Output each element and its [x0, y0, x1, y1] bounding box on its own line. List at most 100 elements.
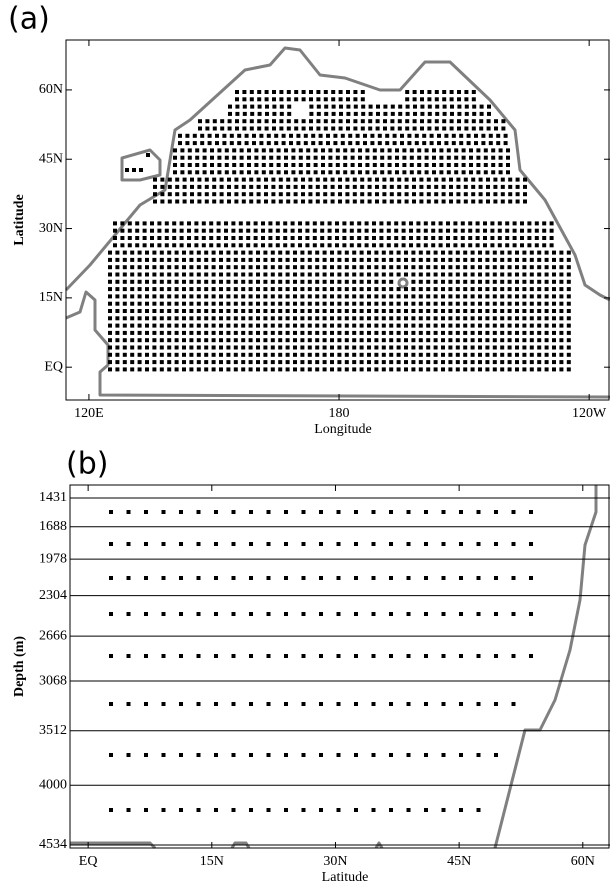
grid-point: [520, 221, 524, 226]
grid-point: [506, 170, 510, 175]
grid-point: [264, 97, 269, 102]
grid-point: [433, 301, 438, 306]
grid-point: [364, 228, 369, 233]
panel-label: (b): [66, 447, 108, 482]
grid-point: [108, 316, 112, 321]
grid-point: [389, 808, 393, 812]
grid-point: [207, 141, 212, 146]
grid-point: [307, 309, 312, 313]
grid-point: [315, 352, 320, 357]
grid-point: [441, 360, 445, 365]
grid-point: [214, 753, 218, 757]
grid-point: [294, 119, 299, 124]
grid-point: [263, 352, 268, 357]
grid-point: [137, 367, 142, 372]
grid-point: [472, 104, 477, 109]
grid-point: [152, 279, 157, 284]
grid-point: [461, 163, 466, 167]
grid-point: [455, 279, 460, 284]
grid-point: [287, 104, 292, 109]
grid-point: [160, 184, 165, 189]
grid-point: [293, 199, 298, 204]
grid-point: [405, 111, 410, 116]
grid-point: [294, 126, 299, 131]
grid-point: [270, 250, 275, 255]
grid-point: [315, 199, 320, 204]
grid-point: [529, 309, 534, 313]
grid-point: [566, 250, 571, 255]
grid-point: [257, 126, 262, 131]
grid-point: [418, 287, 423, 292]
grid-point: [178, 141, 182, 146]
grid-point: [264, 199, 268, 204]
grid-point: [444, 141, 449, 146]
grid-point: [160, 199, 165, 204]
grid-point: [144, 753, 148, 757]
grid-point: [497, 221, 502, 226]
grid-point: [468, 221, 473, 226]
grid-point: [494, 612, 498, 616]
grid-point: [409, 221, 413, 226]
grid-point: [446, 236, 450, 240]
grid-point: [241, 360, 246, 365]
grid-point: [487, 104, 491, 109]
grid-point: [537, 309, 542, 313]
grid-point: [559, 330, 564, 335]
grid-point: [448, 338, 453, 343]
grid-point: [228, 111, 232, 116]
grid-point: [419, 192, 424, 197]
grid-point: [226, 250, 231, 255]
grid-point: [389, 360, 394, 365]
grid-point: [109, 654, 113, 658]
grid-point: [404, 184, 409, 189]
grid-point: [231, 753, 236, 757]
grid-point: [492, 272, 497, 277]
grid-point: [113, 221, 117, 226]
grid-point: [463, 360, 468, 365]
grid-point: [446, 148, 451, 153]
grid-point: [529, 287, 534, 292]
grid-point: [559, 272, 564, 277]
grid-point: [263, 309, 268, 313]
grid-point: [544, 345, 549, 350]
grid-point: [349, 243, 354, 248]
grid-point: [460, 228, 465, 233]
grid-point: [265, 111, 269, 116]
grid-point: [300, 345, 305, 350]
grid-point: [307, 330, 312, 335]
grid-point: [122, 338, 127, 343]
grid-point: [522, 272, 527, 277]
grid-point: [254, 155, 259, 160]
grid-point: [446, 155, 451, 160]
grid-point: [500, 345, 505, 350]
grid-point: [459, 612, 463, 616]
grid-point: [137, 323, 142, 328]
grid-point: [344, 309, 349, 313]
grid-point: [336, 576, 341, 580]
grid-point: [374, 360, 379, 365]
grid-point: [137, 352, 142, 357]
grid-point: [159, 301, 164, 306]
grid-point: [300, 330, 305, 335]
grid-point: [291, 170, 296, 175]
grid-point: [470, 309, 475, 313]
grid-point: [424, 576, 428, 580]
grid-point: [566, 330, 571, 335]
grid-point: [358, 163, 362, 167]
grid-point: [266, 808, 271, 812]
grid-point: [500, 287, 505, 292]
grid-point: [337, 257, 342, 262]
grid-point: [266, 510, 271, 514]
grid-point: [231, 236, 236, 240]
grid-point: [196, 808, 201, 812]
grid-point: [315, 323, 320, 328]
grid-point: [254, 163, 259, 167]
grid-point: [309, 97, 313, 102]
grid-point: [219, 330, 223, 335]
grid-point: [309, 104, 314, 109]
grid-point: [182, 272, 186, 277]
grid-point: [249, 199, 254, 204]
grid-point: [145, 294, 149, 299]
grid-point: [374, 272, 379, 277]
grid-point: [537, 301, 542, 306]
